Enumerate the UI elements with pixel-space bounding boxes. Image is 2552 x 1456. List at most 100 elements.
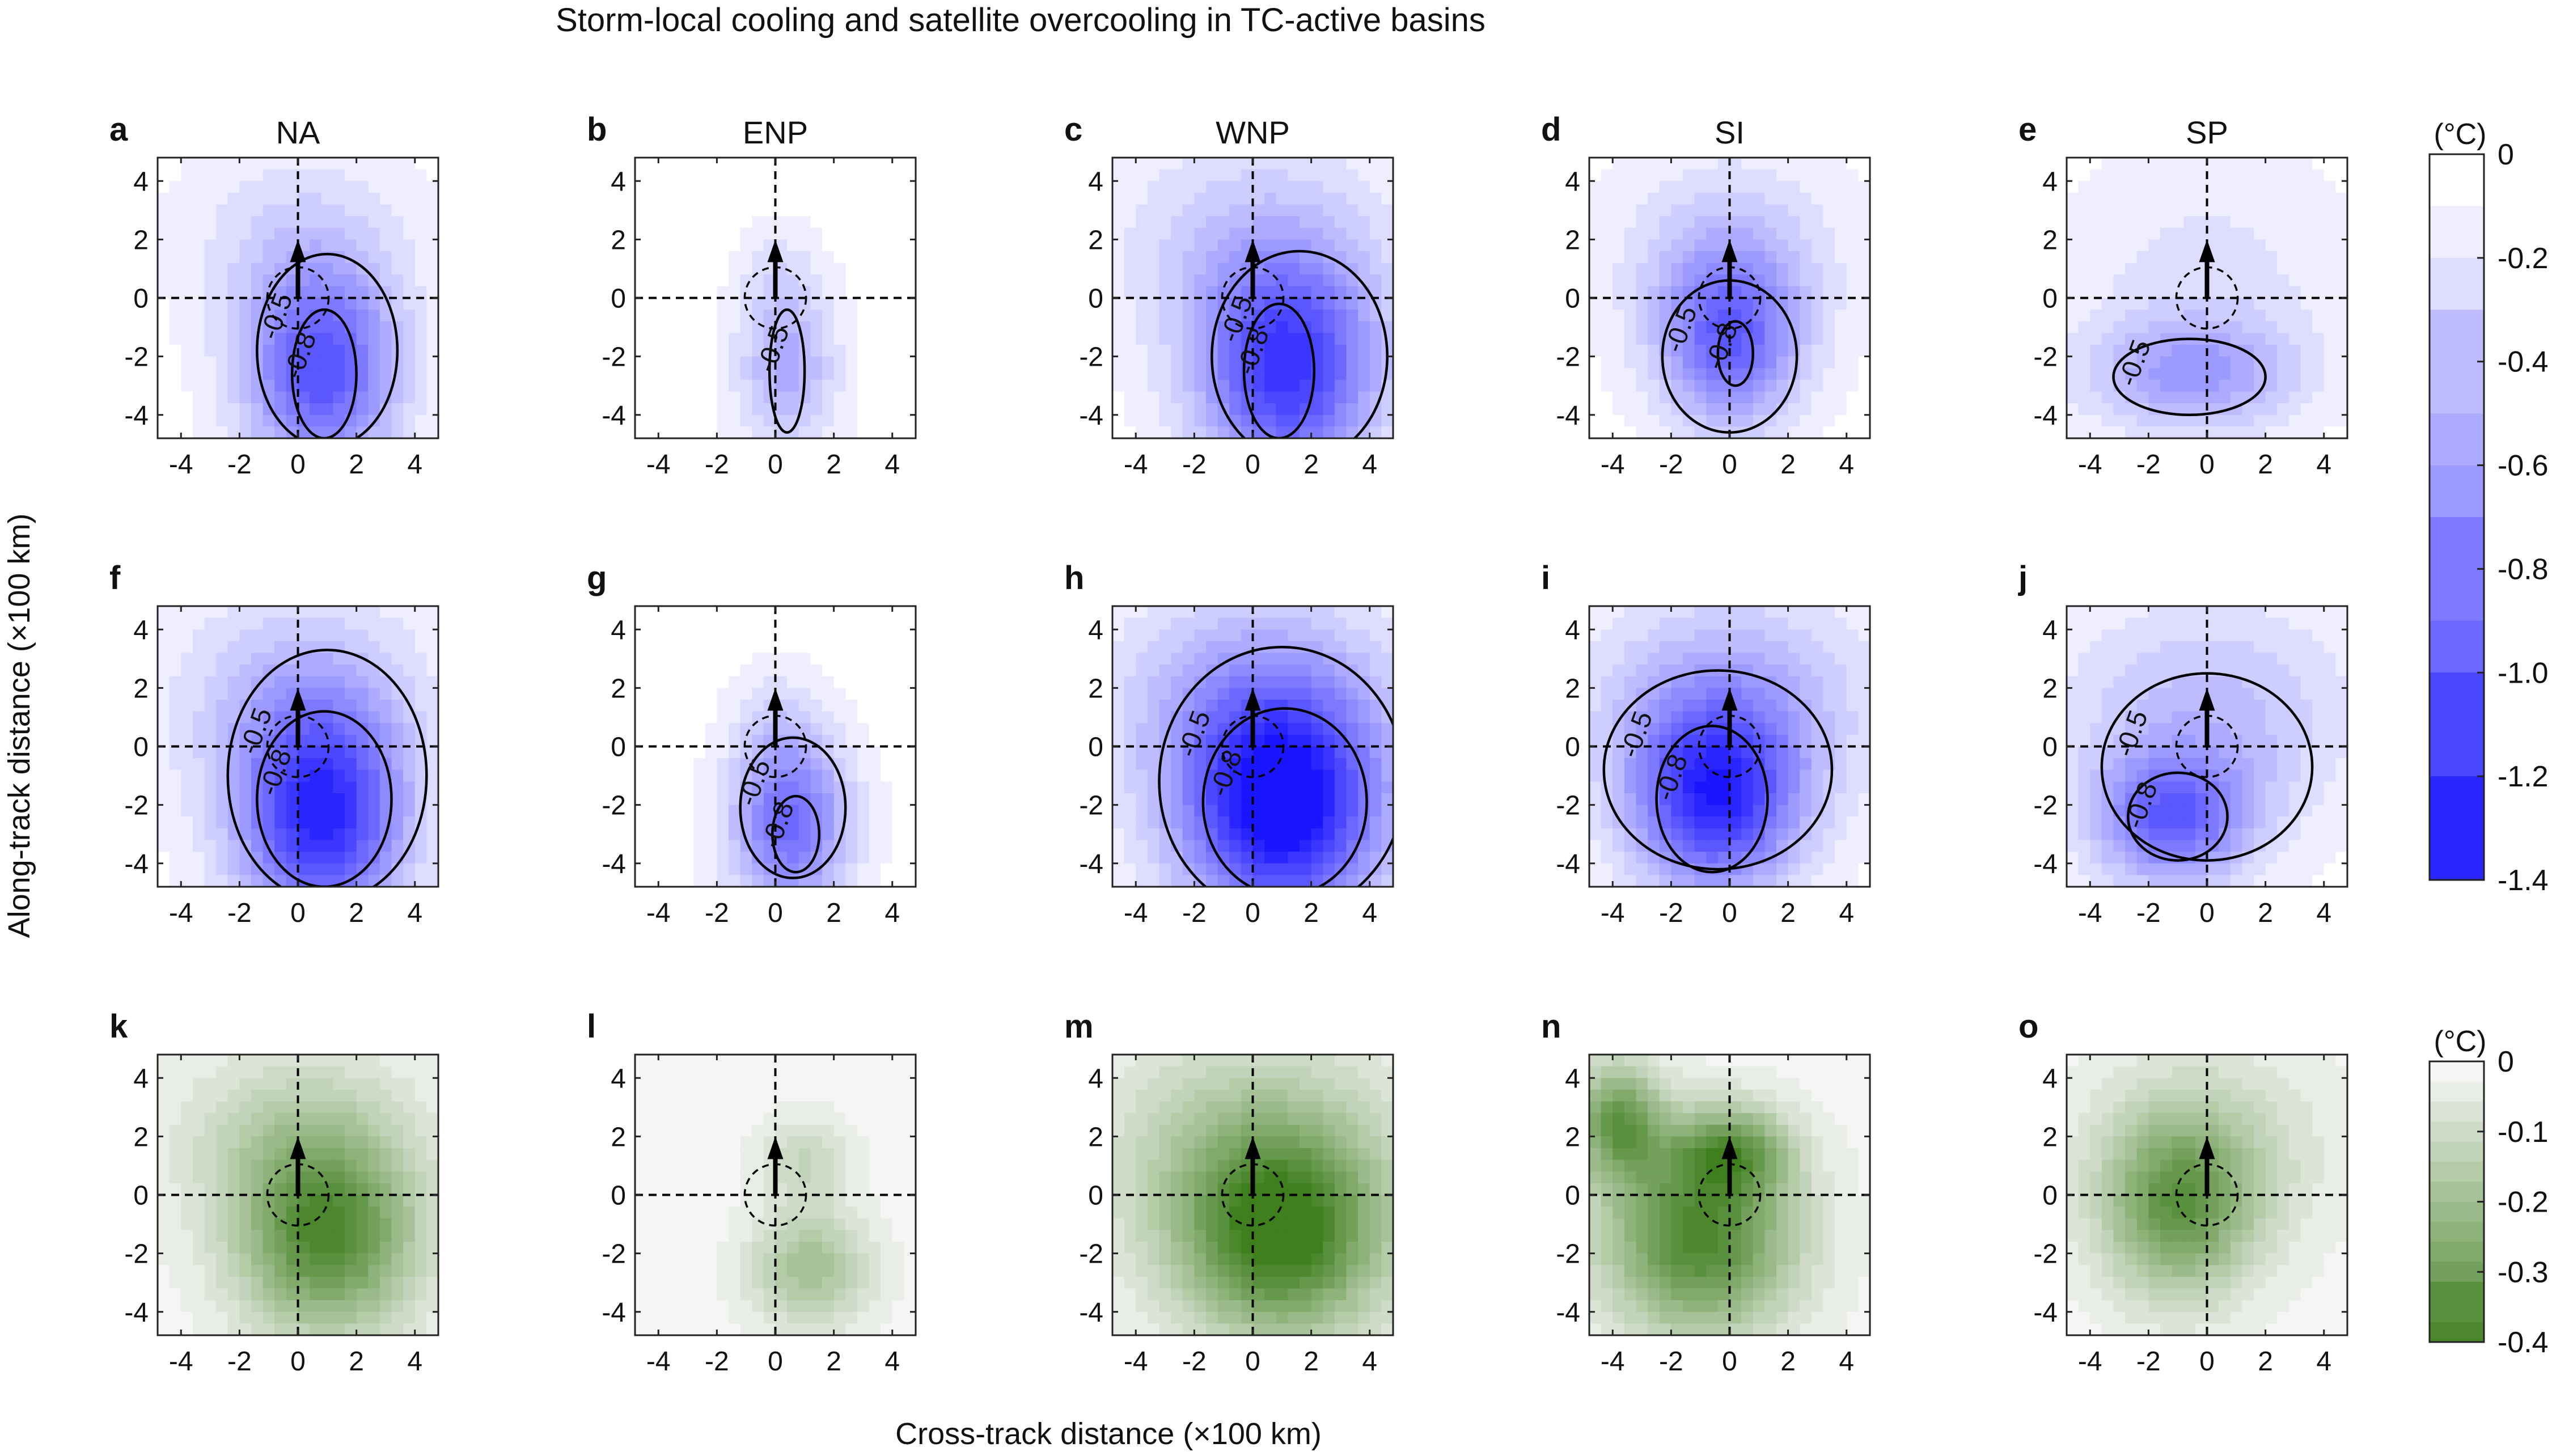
heatmap-cell <box>379 169 392 181</box>
y-tick-label: -2 <box>124 342 149 373</box>
heatmap-cell <box>857 840 870 852</box>
heatmap-cell <box>682 664 694 677</box>
heatmap-cell <box>775 286 788 299</box>
heatmap-cell <box>810 769 823 782</box>
heatmap-cell <box>705 840 718 852</box>
heatmap-cell <box>658 403 671 416</box>
heatmap-cell <box>1300 181 1312 193</box>
heatmap-cell <box>1589 379 1602 392</box>
heatmap-cell <box>2335 321 2347 334</box>
heatmap-cell <box>204 321 217 334</box>
heatmap-cell <box>286 852 299 864</box>
heatmap-cell <box>1671 204 1683 217</box>
heatmap-cell <box>181 227 193 240</box>
heatmap-cell <box>2242 298 2254 310</box>
heatmap-cell <box>1648 298 1660 310</box>
heatmap-cell <box>904 746 916 759</box>
heatmap-cell <box>881 181 893 193</box>
panel-letter: g <box>587 560 607 596</box>
heatmap-cell <box>1288 606 1300 619</box>
heatmap-cell <box>729 391 741 404</box>
heatmap-cell <box>2277 204 2289 217</box>
heatmap-cell <box>2288 251 2301 264</box>
heatmap-cell <box>822 805 835 817</box>
heatmap-cell <box>2254 227 2266 240</box>
heatmap-cell <box>1613 391 1625 404</box>
heatmap-cell <box>2172 286 2184 299</box>
heatmap-cell <box>379 700 392 712</box>
heatmap-cell <box>239 746 252 759</box>
heatmap-cell <box>787 426 799 438</box>
heatmap-cell <box>204 310 217 322</box>
heatmap-cell <box>251 629 264 642</box>
heatmap-cell <box>1648 356 1660 369</box>
heatmap-cell <box>286 606 299 619</box>
heatmap-cell <box>1241 286 1254 299</box>
heatmap-cell <box>403 426 416 438</box>
heatmap-cell <box>1811 403 1824 416</box>
heatmap-cell <box>1206 286 1218 299</box>
heatmap-cell <box>216 239 228 252</box>
contour-line <box>768 308 806 434</box>
heatmap-cell <box>2078 403 2090 416</box>
heatmap-cell <box>2067 298 2079 310</box>
heatmap-cell <box>1217 263 1230 275</box>
heatmap-cell <box>298 840 310 852</box>
heatmap-cell <box>251 606 264 619</box>
heatmap-cell <box>775 617 788 630</box>
heatmap-cell <box>227 169 240 181</box>
heatmap-cell <box>1589 805 1602 817</box>
heatmap-cell <box>892 379 905 392</box>
heatmap-cell <box>1636 251 1648 264</box>
heatmap-cell <box>356 379 369 392</box>
heatmap-cell <box>1171 286 1183 299</box>
heatmap-cell <box>403 204 416 217</box>
heatmap-cell <box>192 840 205 852</box>
heatmap-cell <box>321 263 334 275</box>
heatmap-cell <box>216 805 228 817</box>
heatmap-cell <box>368 356 380 369</box>
heatmap-cell <box>1323 758 1335 771</box>
heatmap-cell <box>2277 192 2289 205</box>
heatmap-cell <box>2067 204 2079 217</box>
heatmap-cell <box>2277 158 2289 170</box>
heatmap-cell <box>2335 333 2347 345</box>
heatmap-cell <box>822 426 835 438</box>
heatmap-cell <box>379 239 392 252</box>
heatmap-cell <box>1194 192 1207 205</box>
heatmap-cell <box>1589 321 1602 334</box>
heatmap-cell <box>1276 781 1289 794</box>
heatmap-cell <box>2101 356 2114 369</box>
heatmap-cell <box>1136 805 1148 817</box>
heatmap-cell <box>881 333 893 345</box>
heatmap-cell <box>2312 286 2325 299</box>
heatmap-cell <box>682 734 694 747</box>
heatmap-cell <box>345 263 357 275</box>
y-tick-label: 2 <box>611 225 626 255</box>
heatmap-cell <box>752 414 764 428</box>
heatmap-cell <box>1159 204 1171 217</box>
heatmap-cell <box>1112 606 1125 619</box>
heatmap-cell <box>1706 169 1719 181</box>
heatmap-cell <box>798 769 811 782</box>
heatmap-cell <box>368 746 380 759</box>
heatmap-cell <box>833 321 846 334</box>
heatmap-cell <box>775 840 788 852</box>
heatmap-cell <box>192 629 205 642</box>
y-tick-label: 0 <box>1565 284 1580 314</box>
heatmap-cell <box>274 263 287 275</box>
heatmap-cell <box>1171 641 1183 654</box>
heatmap-cell <box>892 286 905 299</box>
heatmap-cell <box>333 192 345 205</box>
heatmap-cell <box>1136 379 1148 392</box>
heatmap-cell <box>740 606 752 619</box>
heatmap-cell <box>775 403 788 416</box>
heatmap-cell <box>670 758 683 771</box>
heatmap-cell <box>2277 426 2289 438</box>
heatmap-cell <box>2324 181 2337 193</box>
heatmap-cell <box>216 746 228 759</box>
heatmap-cell <box>1753 239 1766 252</box>
heatmap-cell <box>1194 310 1207 322</box>
heatmap-cell <box>1112 840 1125 852</box>
